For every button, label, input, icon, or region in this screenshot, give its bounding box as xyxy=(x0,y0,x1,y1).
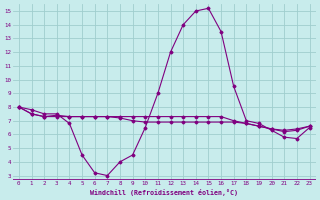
X-axis label: Windchill (Refroidissement éolien,°C): Windchill (Refroidissement éolien,°C) xyxy=(90,189,238,196)
